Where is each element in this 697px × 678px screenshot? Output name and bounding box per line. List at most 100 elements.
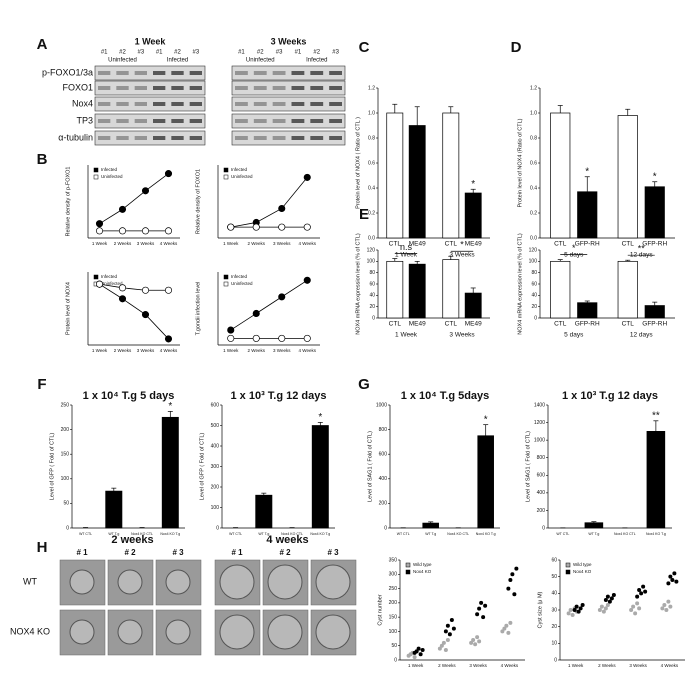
band (253, 102, 267, 106)
band (134, 86, 147, 90)
group-label: 12 days (630, 332, 654, 339)
x-tick-label: CTL (445, 321, 458, 328)
x-tick-label: ME49 (465, 241, 482, 248)
point (227, 223, 235, 231)
legend-label: Uninfected (101, 281, 123, 286)
legend-label: Uninfected (101, 174, 123, 179)
x-tick-label: WT CTL (229, 532, 242, 536)
y-axis-label: Relative density of p-FOXO1 (65, 166, 71, 236)
cyst (315, 614, 351, 650)
significance: ** (638, 244, 646, 254)
lane-label: #3 (137, 50, 144, 56)
time-label: 2 weeks (111, 534, 153, 546)
x-tick-label: WT T.g (258, 532, 269, 536)
x-tick-label: 3 Weeks (629, 663, 647, 668)
x-tick-label: GFP-RH (642, 241, 667, 248)
point (449, 618, 454, 622)
point (412, 655, 417, 660)
point (473, 642, 478, 647)
band (98, 71, 111, 75)
blot (94, 96, 206, 112)
group-label: Uninfected (108, 58, 137, 64)
point (95, 220, 104, 228)
band (98, 119, 111, 123)
cyst (117, 569, 143, 595)
y-tick-label: 20 (531, 304, 537, 310)
band (329, 136, 342, 140)
bar (105, 490, 123, 529)
point (477, 606, 482, 611)
bar (646, 431, 666, 529)
panel-letter: G (358, 376, 370, 393)
group-label: 1 Week (395, 252, 418, 259)
lane-label: #3 (276, 50, 283, 56)
band (171, 102, 184, 106)
y-tick-label: 80 (531, 270, 537, 276)
point (481, 615, 486, 620)
point (141, 227, 150, 235)
panel-letter: H (37, 539, 48, 556)
x-tick-label: 2 Weeks (248, 348, 266, 353)
legend-label: Uninfected (231, 281, 253, 286)
significance: * (484, 414, 488, 425)
point (664, 608, 669, 612)
point (164, 170, 173, 178)
significance: * (460, 240, 464, 250)
y-tick-label: 100 (211, 505, 220, 511)
blot (94, 65, 206, 81)
band (153, 71, 166, 75)
panel-letter: C (359, 39, 370, 56)
band (189, 71, 202, 75)
band (272, 102, 286, 106)
point (597, 608, 602, 612)
point (574, 604, 579, 609)
bar (408, 125, 426, 239)
y-tick-label: 100 (389, 629, 398, 635)
band (310, 102, 324, 106)
band (291, 86, 305, 90)
point (639, 591, 644, 596)
legend-swatch (93, 167, 99, 173)
x-tick-label: CTL (445, 241, 458, 248)
y-tick-label: 0.2 (368, 210, 375, 216)
y-tick-label: 150 (389, 614, 398, 620)
point (512, 592, 517, 597)
point (439, 643, 444, 648)
legend-swatch (93, 274, 99, 280)
band (116, 102, 129, 106)
significance: * (318, 412, 322, 423)
chart-title: 1 x 10³ T.g 12 days (562, 390, 658, 402)
x-tick-label: 2 Weeks (598, 663, 616, 668)
y-tick-label: 120 (529, 247, 538, 253)
bar (408, 263, 426, 319)
point (580, 603, 585, 607)
point (502, 626, 507, 631)
band (253, 119, 267, 123)
y-tick-label: 20 (551, 624, 557, 630)
point (303, 223, 311, 231)
x-tick-label: CTL (622, 321, 635, 328)
cyst (69, 619, 95, 645)
band (235, 86, 248, 90)
x-tick-label: CTL (389, 241, 402, 248)
cyst (267, 614, 303, 650)
band (134, 119, 147, 123)
y-tick-label: 0.8 (530, 135, 537, 141)
band (171, 119, 184, 123)
x-tick-label: GFP-RH (575, 321, 600, 328)
cyst (165, 619, 191, 645)
x-tick-label: 4 Weeks (160, 348, 178, 353)
point (504, 623, 509, 628)
y-tick-label: 600 (211, 402, 220, 408)
y-tick-label: 1.2 (368, 85, 375, 91)
band (134, 136, 147, 140)
legend-swatch (565, 562, 571, 568)
point (506, 586, 511, 591)
bar (584, 522, 604, 529)
y-tick-label: 0.6 (368, 160, 375, 166)
point (635, 594, 640, 599)
bar (644, 305, 665, 319)
point (141, 311, 150, 319)
y-axis-label: Protein level of NOX4 (Ratio of CTL) (517, 118, 523, 207)
group-label: 5 days (564, 332, 584, 339)
